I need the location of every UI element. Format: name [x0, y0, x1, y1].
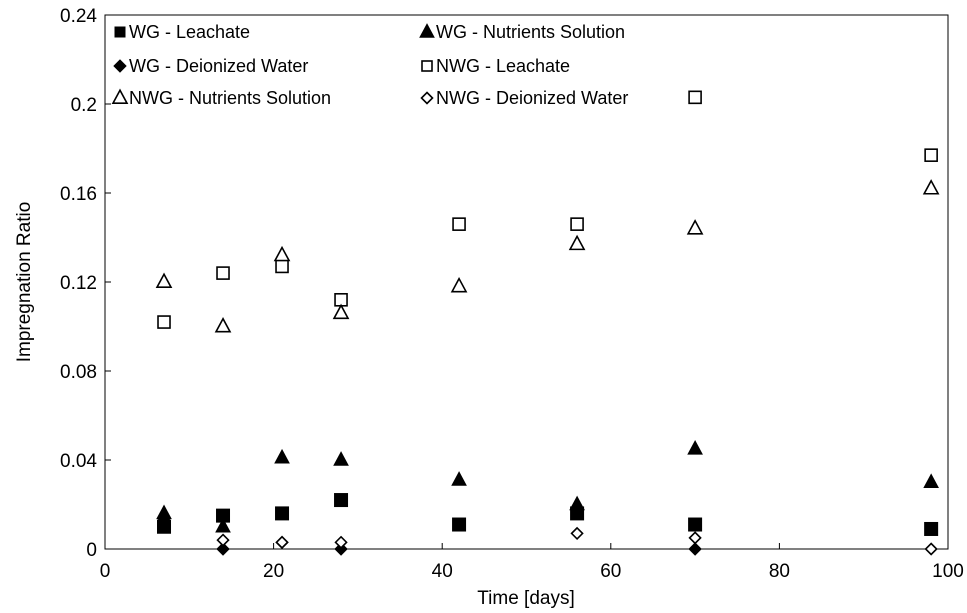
legend-label: WG - Leachate: [129, 22, 250, 42]
data-point: [924, 148, 938, 162]
legend-label: NWG - Leachate: [436, 56, 570, 76]
x-tick-label: 0: [100, 561, 111, 582]
y-tick-label: 0.08: [60, 362, 97, 383]
legend-label: NWG - Nutrients Solution: [129, 88, 331, 108]
legend-label: WG - Deionized Water: [129, 56, 308, 76]
data-point: [332, 303, 350, 320]
legend-item: NWG - Nutrients Solution: [111, 88, 331, 108]
data-point: [688, 90, 702, 105]
data-point: [274, 448, 290, 464]
legend-label: WG - Nutrients Solution: [436, 22, 625, 42]
data-point: [452, 517, 467, 532]
legend-item: NWG - Leachate: [421, 56, 570, 76]
data-point: [275, 259, 289, 274]
data-point: [451, 471, 467, 486]
data-point: [922, 179, 940, 195]
data-point: [216, 533, 230, 547]
y-tick-label: 0.04: [60, 451, 97, 472]
data-point: [923, 473, 939, 488]
data-point: [275, 535, 289, 549]
y-tick-label: 0.24: [60, 6, 97, 27]
data-point: [157, 513, 171, 527]
x-axis-title: Time [days]: [477, 588, 575, 609]
data-points: [155, 90, 940, 556]
data-point: [216, 542, 230, 556]
plot-area-frame: [104, 14, 949, 550]
data-point: [688, 517, 703, 532]
series-1: [156, 440, 939, 533]
data-point: [452, 217, 466, 231]
legend-marker: [111, 88, 129, 104]
data-point: [214, 317, 232, 333]
axis-ticks: [104, 14, 949, 550]
data-point: [157, 315, 171, 329]
y-tick-label: 0: [86, 540, 97, 561]
data-point: [924, 521, 939, 536]
data-point: [570, 217, 584, 231]
legend-item: WG - Nutrients Solution: [419, 22, 625, 42]
legend: WG - Leachate WG - Nutrients Solution WG -…: [111, 22, 628, 108]
data-point: [334, 535, 348, 549]
x-tick-label: 40: [432, 561, 453, 582]
data-point: [334, 493, 349, 508]
data-point: [570, 526, 584, 541]
legend-label: NWG - Deionized Water: [436, 88, 628, 108]
data-point: [686, 219, 704, 235]
legend-marker: [114, 26, 126, 38]
data-point: [155, 272, 173, 289]
data-point: [273, 245, 291, 262]
x-tick-label: 20: [263, 561, 284, 582]
x-tick-label: 60: [600, 561, 621, 582]
data-point: [216, 266, 230, 280]
legend-item: WG - Deionized Water: [113, 56, 308, 76]
legend-item: WG - Leachate: [114, 22, 250, 42]
y-tick-label: 0.12: [60, 273, 97, 294]
legend-marker: [419, 23, 435, 38]
data-point: [334, 542, 348, 556]
legend-item: NWG - Deionized Water: [420, 88, 628, 108]
data-point: [688, 542, 702, 556]
data-point: [275, 506, 290, 521]
legend-marker: [113, 59, 127, 73]
data-point: [215, 517, 231, 533]
series-4: [155, 179, 940, 333]
x-tick-label: 100: [932, 561, 964, 582]
data-point: [450, 276, 468, 293]
legend-marker: [420, 91, 434, 105]
data-point: [569, 495, 585, 511]
axis-tick-labels: 0 20 40 60 80 100 0 0.04 0.08 0.12 0.16 0.2 0.24: [60, 6, 964, 582]
y-tick-label: 0.16: [60, 184, 97, 205]
data-point: [688, 531, 702, 545]
y-tick-label: 0.2: [71, 95, 97, 116]
data-point: [568, 234, 586, 251]
x-tick-label: 80: [769, 561, 790, 582]
legend-marker: [421, 60, 433, 72]
data-point: [924, 542, 938, 556]
data-point: [687, 440, 703, 455]
data-point: [333, 451, 349, 466]
y-axis-title: Impregnation Ratio: [14, 202, 35, 363]
series-3: [157, 90, 938, 329]
series-5: [216, 526, 938, 556]
